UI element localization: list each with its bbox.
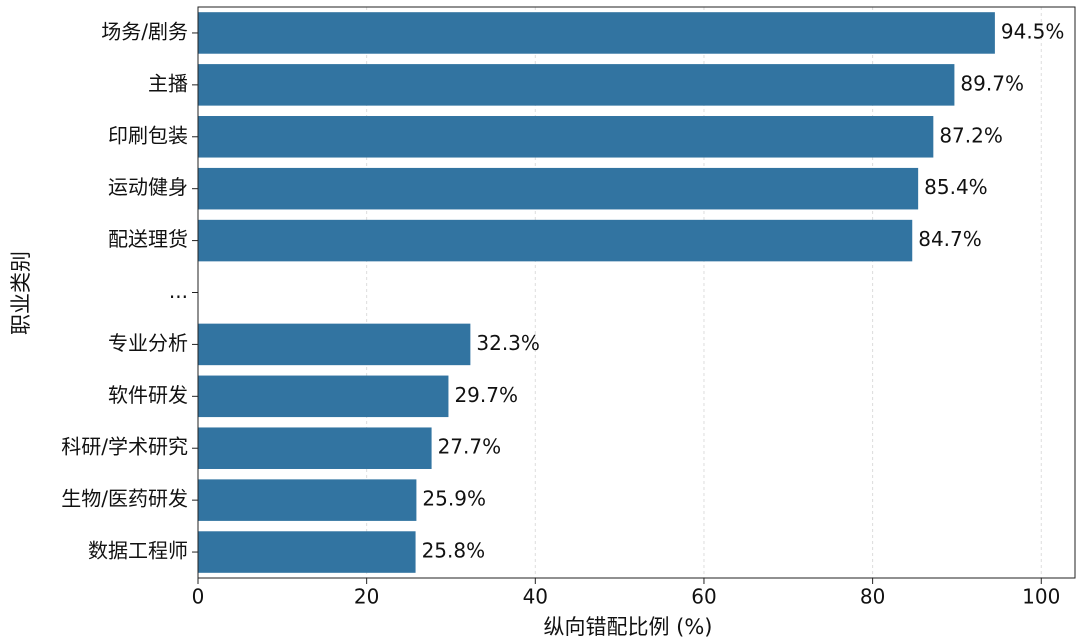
bar: [198, 531, 416, 573]
y-tick-label: 运动健身: [108, 175, 188, 199]
bar: [198, 479, 417, 521]
bar: [198, 116, 934, 158]
x-tick-label: 40: [523, 585, 548, 609]
plot-frame: [197, 6, 1076, 579]
y-tick-label: ...: [169, 279, 188, 303]
bar: [198, 375, 449, 418]
bar: [198, 323, 471, 366]
value-label: 29.7%: [454, 383, 518, 407]
value-label: 94.5%: [1001, 19, 1065, 43]
bar: [198, 167, 919, 210]
y-tick-label: 专业分析: [108, 331, 188, 355]
y-tick-label: 生物/医药研发: [61, 487, 188, 511]
value-label: 27.7%: [438, 435, 502, 459]
x-tick-label: 80: [860, 585, 885, 609]
value-label: 85.4%: [924, 175, 988, 199]
bar: [198, 12, 995, 54]
y-tick-label: 科研/学术研究: [61, 435, 188, 459]
y-tick-label: 数据工程师: [88, 539, 188, 563]
x-tick-label: 60: [691, 585, 716, 609]
y-tick-label: 场务/剧务: [101, 19, 188, 43]
value-label: 84.7%: [918, 227, 982, 251]
y-axis-label: 职业类别: [9, 251, 33, 335]
value-label: 87.2%: [939, 123, 1003, 147]
value-label: 25.9%: [422, 487, 486, 511]
x-tick-label: 100: [1022, 585, 1060, 609]
value-label: 89.7%: [960, 71, 1024, 95]
bar: [198, 64, 955, 106]
value-label: 25.8%: [422, 539, 486, 563]
y-tick-label: 配送理货: [108, 227, 188, 251]
y-tick-label: 印刷包装: [108, 123, 188, 147]
x-axis-label: 纵向错配比例 (%): [543, 615, 712, 639]
bar: [198, 427, 432, 469]
x-tick-label: 0: [192, 585, 205, 609]
y-tick-label: 软件研发: [108, 383, 188, 407]
value-label: 32.3%: [476, 331, 540, 355]
y-tick-label: 主播: [148, 71, 188, 95]
x-tick-label: 20: [354, 585, 379, 609]
bar: [198, 219, 913, 262]
